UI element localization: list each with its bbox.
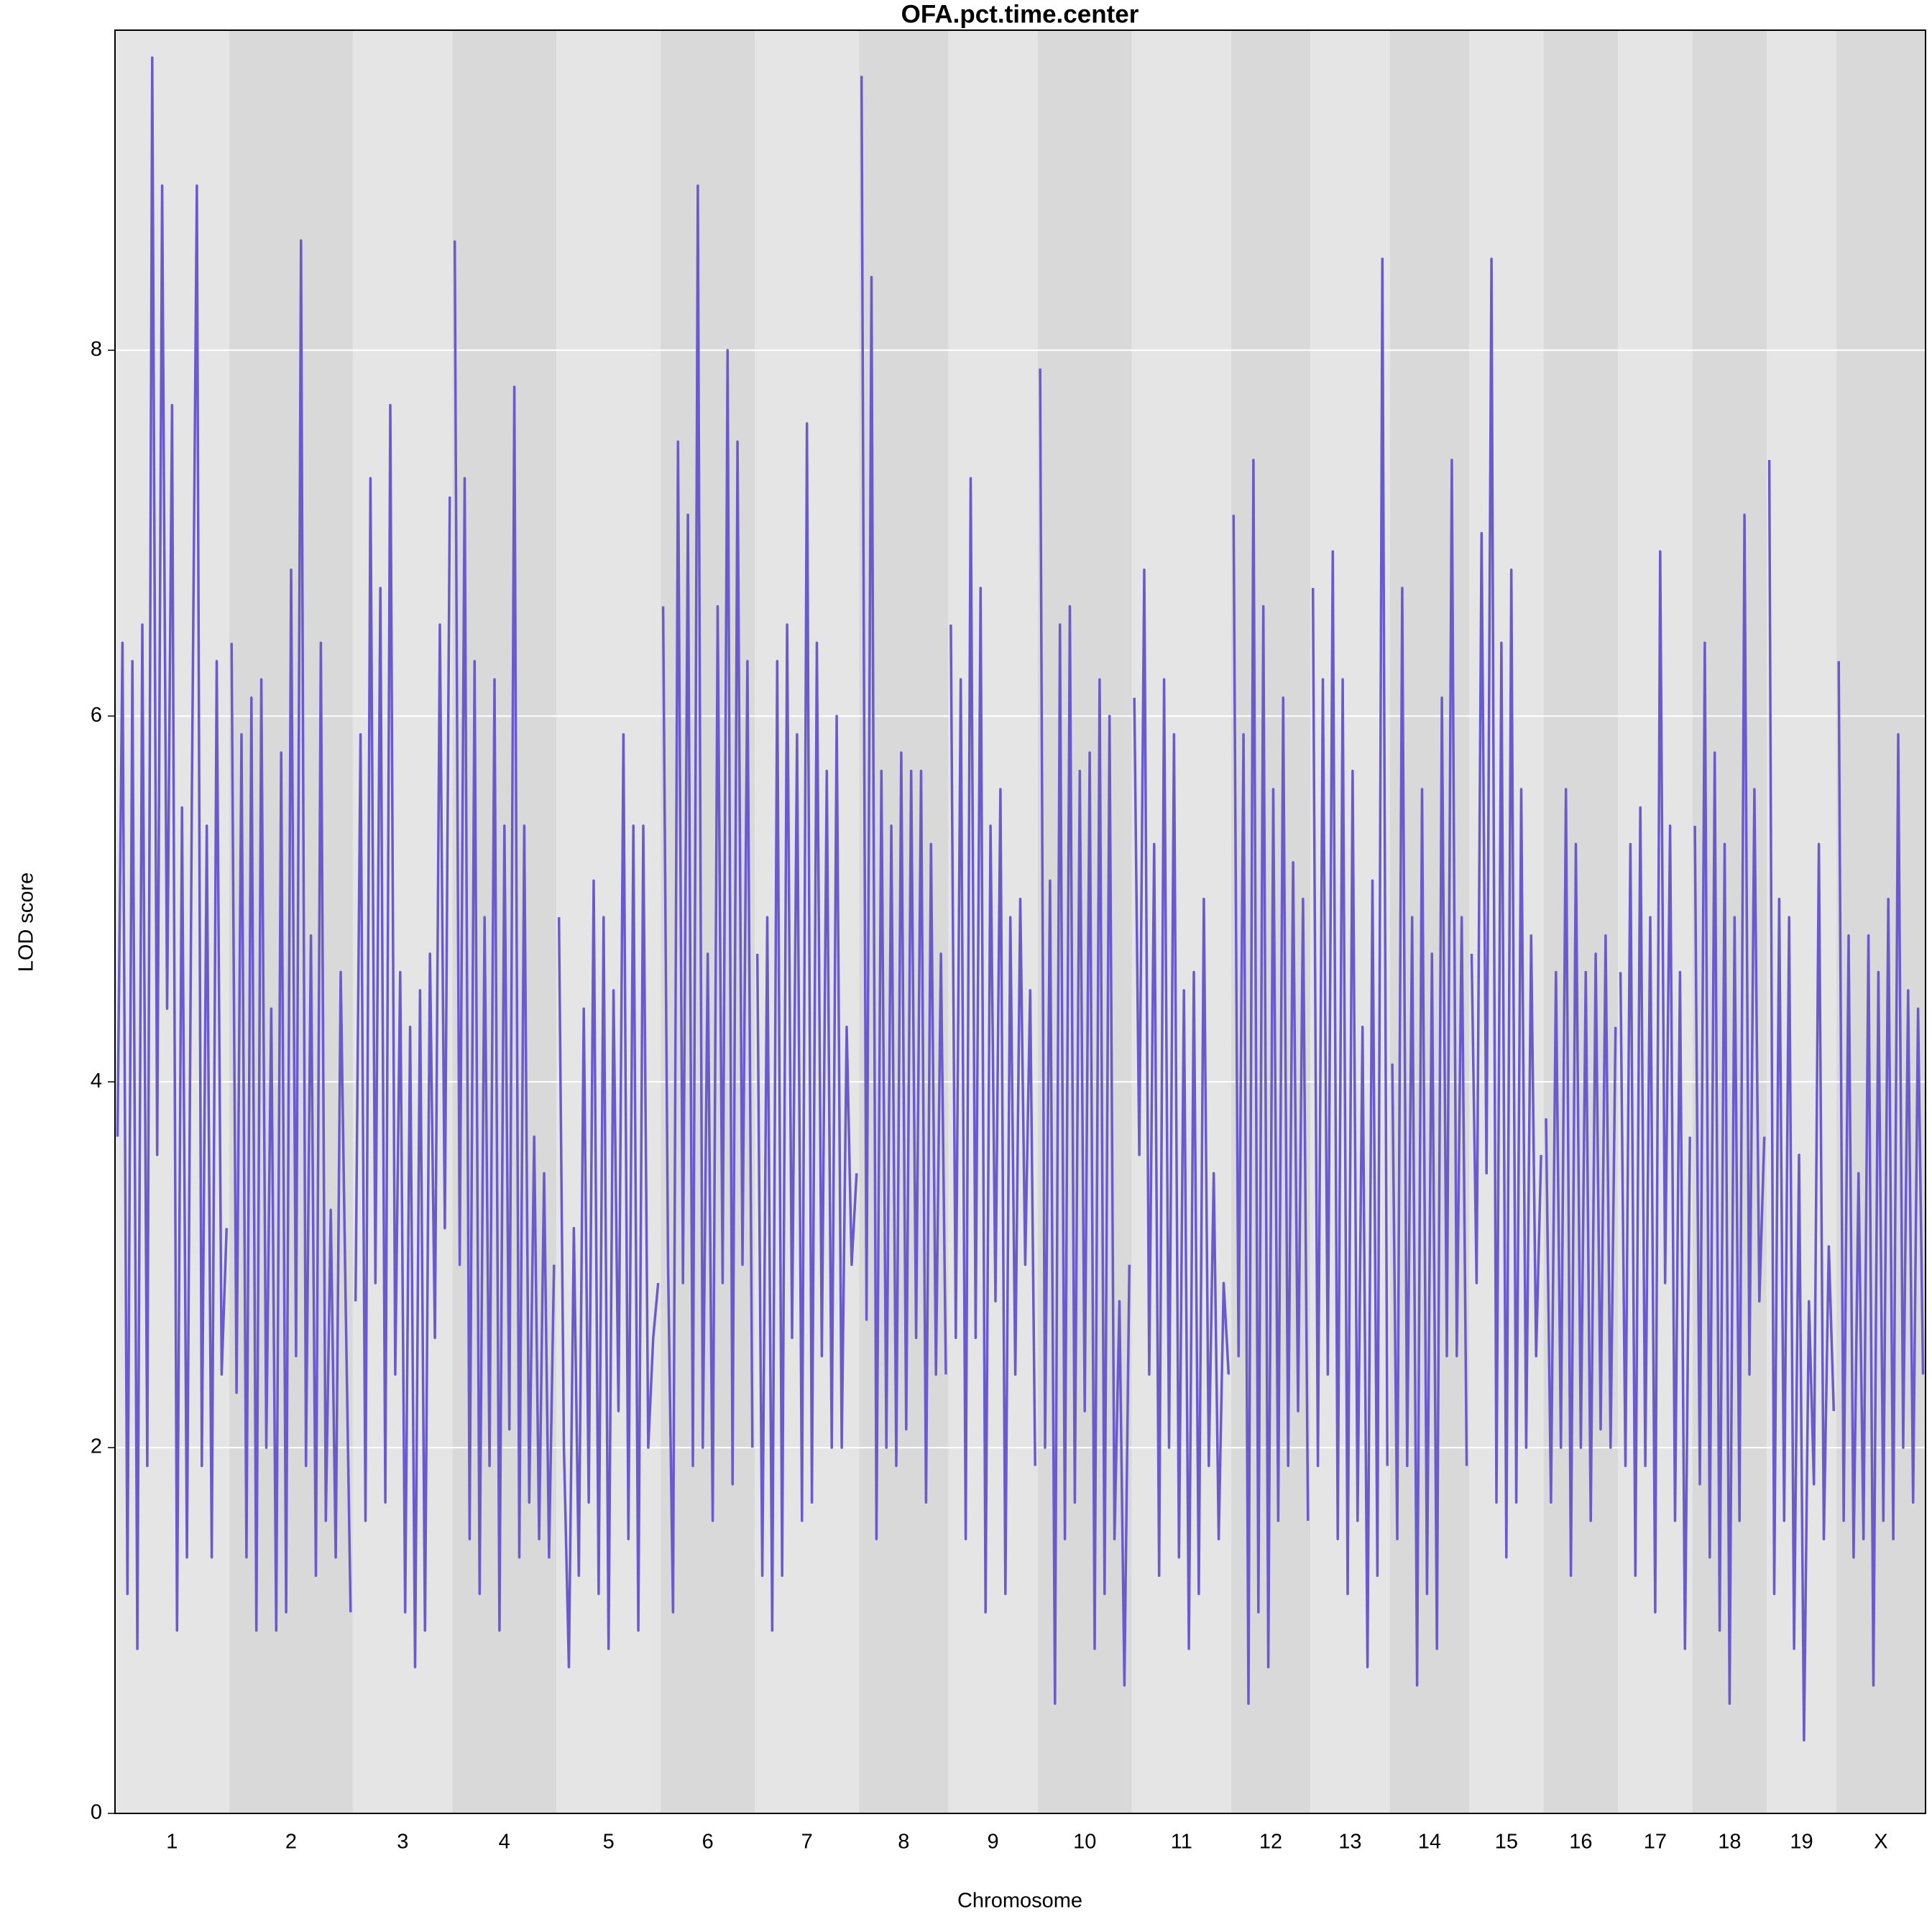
lod-line [1837, 661, 1925, 1687]
x-tick-label: 17 [1644, 1831, 1667, 1854]
x-tick-label: 4 [499, 1831, 510, 1854]
x-tick-label: 13 [1338, 1831, 1361, 1854]
chromosome-band [1836, 30, 1926, 1813]
lod-line [354, 403, 451, 1669]
y-tick-label: 6 [91, 704, 102, 727]
lod-line [453, 240, 556, 1632]
lod-line [1133, 568, 1230, 1650]
lod-line [1545, 788, 1617, 1577]
lod-line [949, 477, 1036, 1614]
lod-line [1619, 550, 1691, 1650]
chromosome-band [1037, 30, 1132, 1813]
lod-line [1311, 257, 1389, 1669]
x-tick-label: 12 [1259, 1831, 1282, 1854]
lod-line [1470, 257, 1542, 1559]
x-axis-label: Chromosome [957, 1890, 1082, 1913]
y-tick-label: 2 [91, 1435, 102, 1458]
x-tick-label: 8 [898, 1831, 909, 1854]
lod-line [661, 184, 754, 1614]
lod-line [116, 56, 229, 1650]
x-tick-label: 9 [987, 1831, 998, 1854]
lod-line [1767, 459, 1836, 1742]
lod-line [860, 75, 947, 1541]
x-tick-label: 6 [702, 1831, 714, 1854]
lod-line [230, 239, 352, 1632]
y-tick-label: 8 [91, 338, 102, 361]
x-tick-label: 19 [1790, 1831, 1813, 1854]
lod-line [1232, 459, 1310, 1706]
chromosome-band [353, 30, 453, 1813]
y-axis-label: LOD score [15, 873, 38, 972]
lod-line [1693, 513, 1766, 1706]
chromosome-band [1543, 30, 1619, 1813]
lod-line [1039, 368, 1131, 1706]
x-tick-label: 18 [1718, 1831, 1741, 1854]
x-tick-label: 5 [603, 1831, 615, 1854]
x-tick-label: 3 [397, 1831, 408, 1854]
x-tick-label: 16 [1569, 1831, 1592, 1854]
lod-line [755, 422, 858, 1632]
x-tick-label: 2 [285, 1831, 297, 1854]
plot-frame [114, 29, 1926, 1814]
x-tick-label: 15 [1495, 1831, 1518, 1854]
x-tick-label: 11 [1171, 1831, 1192, 1854]
chart-title: OFA.pct.time.center [901, 0, 1139, 28]
lod-line [1391, 459, 1468, 1687]
y-tick-label: 0 [91, 1801, 102, 1824]
lod-line [557, 732, 660, 1669]
chromosome-band [1131, 30, 1231, 1813]
x-tick-label: 14 [1418, 1831, 1441, 1854]
x-tick-label: X [1874, 1831, 1887, 1854]
y-tick-label: 4 [91, 1070, 102, 1092]
x-tick-label: 7 [801, 1831, 813, 1854]
x-tick-label: 1 [166, 1831, 178, 1854]
x-tick-label: 10 [1073, 1831, 1096, 1854]
